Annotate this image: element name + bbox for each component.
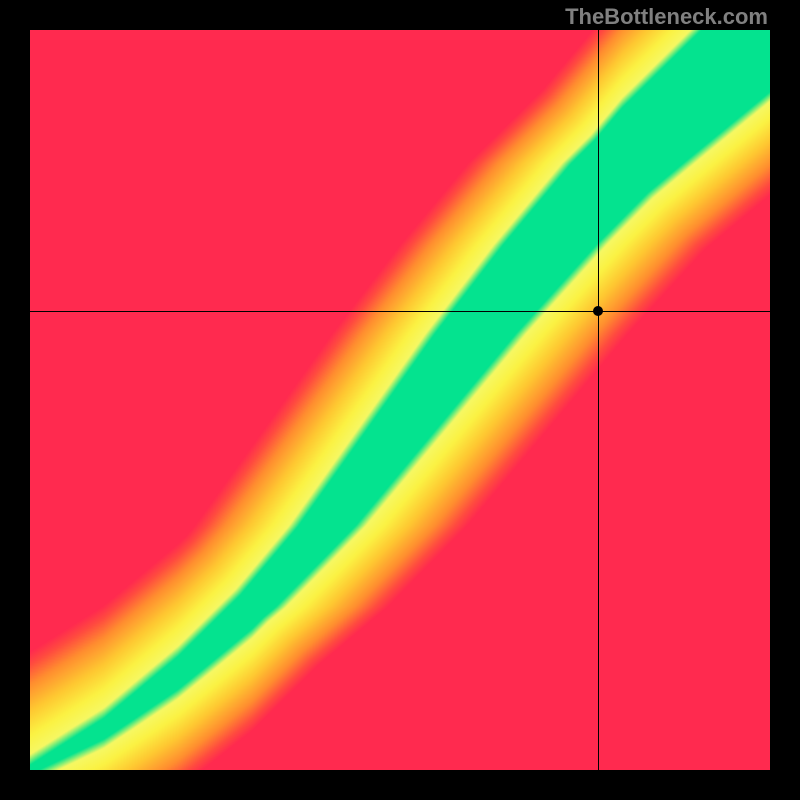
crosshair-marker: [593, 306, 603, 316]
heatmap-plot: [30, 30, 770, 770]
watermark-text: TheBottleneck.com: [565, 4, 768, 30]
crosshair-vertical: [598, 30, 599, 770]
crosshair-horizontal: [30, 311, 770, 312]
heatmap-canvas: [30, 30, 770, 770]
